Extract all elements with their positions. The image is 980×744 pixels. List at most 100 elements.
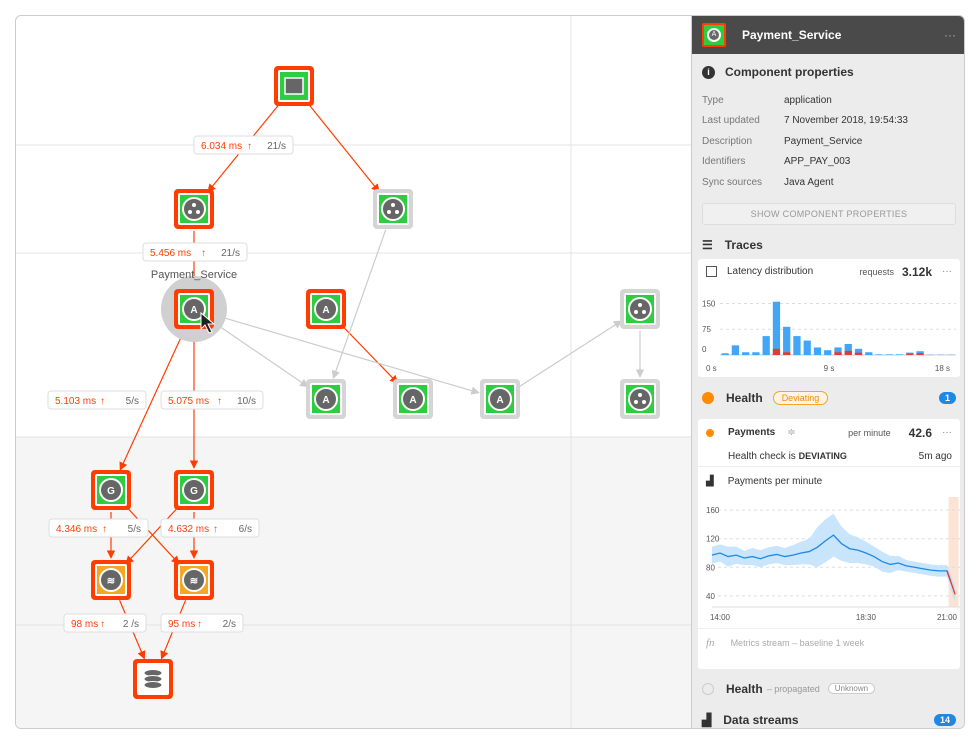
edge-metrics-label[interactable]: 5.456 ms ↑ 21/s: [142, 242, 248, 262]
latency-value: 6.034 ms: [201, 141, 242, 152]
show-component-properties-button[interactable]: SHOW COMPONENT PROPERTIES: [702, 202, 956, 225]
latency-bar: [916, 350, 924, 355]
topology-canvas[interactable]: Payment_Service A A A A A G G ≋ ≋ 6.034 ms ↑ 21/s 5.4…: [16, 16, 691, 729]
more-menu-button[interactable]: ···: [942, 427, 952, 438]
edge-metrics-label[interactable]: 5.075 ms ↑ 10/s: [160, 390, 264, 410]
health-header[interactable]: Health Deviating 1: [692, 377, 964, 419]
database-icon: [143, 681, 163, 689]
component-node[interactable]: [174, 189, 214, 229]
edge-metrics-label[interactable]: 98 ms ↑ 2 /s: [63, 613, 147, 633]
latency-value: 4.346 ms: [56, 524, 97, 535]
service-dot: [391, 203, 395, 207]
arrow-up-icon: ↑: [247, 141, 252, 152]
more-menu-button[interactable]: ···: [942, 266, 952, 277]
gateway-icon: [182, 478, 206, 502]
service-dot: [387, 210, 391, 214]
component-properties-header[interactable]: i Component properties: [692, 54, 964, 90]
health-status-circle: [702, 682, 714, 695]
edge-metrics-label[interactable]: 6.034 ms ↑ 21/s: [193, 135, 294, 155]
app-window: Payment_Service A A A A A G G ≋ ≋ 6.034 ms ↑ 21/s 5.4…: [15, 15, 965, 729]
panel-title: Payment_Service: [742, 28, 842, 42]
component-node[interactable]: A: [306, 379, 346, 419]
tomcat-icon-glyph: ≋: [190, 576, 198, 587]
data-streams-icon: ▟: [702, 712, 712, 727]
component-node[interactable]: [274, 66, 314, 106]
edge[interactable]: [211, 320, 309, 388]
application-icon: [314, 297, 338, 321]
properties-list: Type application Last updated 7 November 20…: [692, 90, 964, 193]
application-icon: [314, 387, 338, 411]
component-node[interactable]: [133, 659, 173, 699]
edge[interactable]: [518, 320, 623, 388]
service-dot: [395, 210, 399, 214]
health-count-badge: 1: [938, 391, 956, 404]
property-value: Payment_Service: [784, 135, 863, 147]
x-tick-label: 18 s: [935, 364, 950, 373]
stream-note: Metrics stream – baseline 1 week: [730, 638, 865, 648]
latency-bar: [742, 351, 750, 355]
service-icon: [182, 197, 206, 221]
last-check-time: 5m ago: [918, 450, 952, 462]
baseline-band: [711, 513, 956, 602]
critical-edge[interactable]: [340, 324, 399, 384]
label-box: [160, 613, 244, 633]
payments-series-line: [711, 533, 951, 580]
chart-title: Payments per minute: [727, 476, 823, 487]
service-dot: [638, 303, 642, 307]
x-tick-label: 9 s: [824, 364, 835, 373]
critical-edge[interactable]: [119, 328, 186, 471]
label-box: [48, 518, 149, 538]
check-name: Payments: [728, 427, 776, 438]
tomcat-icon-glyph: ≋: [107, 576, 115, 587]
property-row: Description Payment_Service: [702, 131, 956, 152]
component-node[interactable]: A: [480, 379, 520, 419]
x-tick-label: 18:30: [856, 613, 877, 622]
section-subtitle: – propagated: [766, 683, 820, 694]
component-node[interactable]: G: [174, 470, 214, 510]
propagated-health-header[interactable]: Health – propagated Unknown: [692, 669, 964, 709]
service-dot: [634, 310, 638, 314]
label-box: [193, 135, 294, 155]
component-node[interactable]: ≋: [91, 560, 131, 600]
y-tick-label: 40: [706, 591, 715, 600]
component-node[interactable]: [620, 289, 660, 329]
critical-edge[interactable]: [307, 102, 380, 193]
edge-metrics-label[interactable]: 4.632 ms ↑ 6/s: [160, 518, 260, 538]
property-key: Last updated: [702, 115, 760, 127]
component-node[interactable]: A: [306, 289, 346, 329]
latency-bar: [772, 301, 781, 355]
component-node[interactable]: [373, 189, 413, 229]
throughput-value: 5/s: [126, 396, 139, 407]
building-icon: [284, 77, 304, 95]
edge[interactable]: [214, 314, 480, 395]
edge[interactable]: [331, 229, 387, 380]
latency-bar: [834, 346, 842, 355]
application-icon: [182, 297, 206, 321]
critical-edge[interactable]: [125, 505, 180, 565]
status-dot: [706, 428, 714, 437]
edge-metrics-label[interactable]: 5.103 ms ↑ 5/s: [47, 390, 147, 410]
application-icon-glyph: A: [322, 305, 329, 316]
edge-metrics-label[interactable]: 4.346 ms ↑ 5/s: [48, 518, 149, 538]
traces-header[interactable]: ☰ Traces: [692, 231, 964, 259]
data-streams-header[interactable]: ▟ Data streams 14: [692, 709, 964, 729]
edge-metrics-label[interactable]: 95 ms ↑ 2/s: [160, 613, 244, 633]
throughput-value: 2/s: [223, 619, 236, 630]
label-box: [160, 390, 264, 410]
property-value: 7 November 2018, 19:54:33: [784, 115, 908, 127]
latency-bar: [803, 340, 811, 355]
deviating-bar: [772, 348, 781, 355]
property-value: Java Agent: [784, 176, 834, 188]
throughput-value: 2 /s: [123, 619, 139, 630]
component-node[interactable]: G: [91, 470, 131, 510]
data-streams-count: 14: [933, 713, 956, 726]
component-node[interactable]: ≋: [174, 560, 214, 600]
tomcat-icon: [99, 568, 123, 592]
more-menu-button[interactable]: ···: [944, 28, 956, 42]
component-node[interactable]: A: [393, 379, 433, 419]
deviating-bar: [916, 352, 924, 355]
y-tick-label: 75: [702, 325, 711, 334]
component-node[interactable]: [620, 379, 660, 419]
application-icon: A: [702, 23, 726, 47]
